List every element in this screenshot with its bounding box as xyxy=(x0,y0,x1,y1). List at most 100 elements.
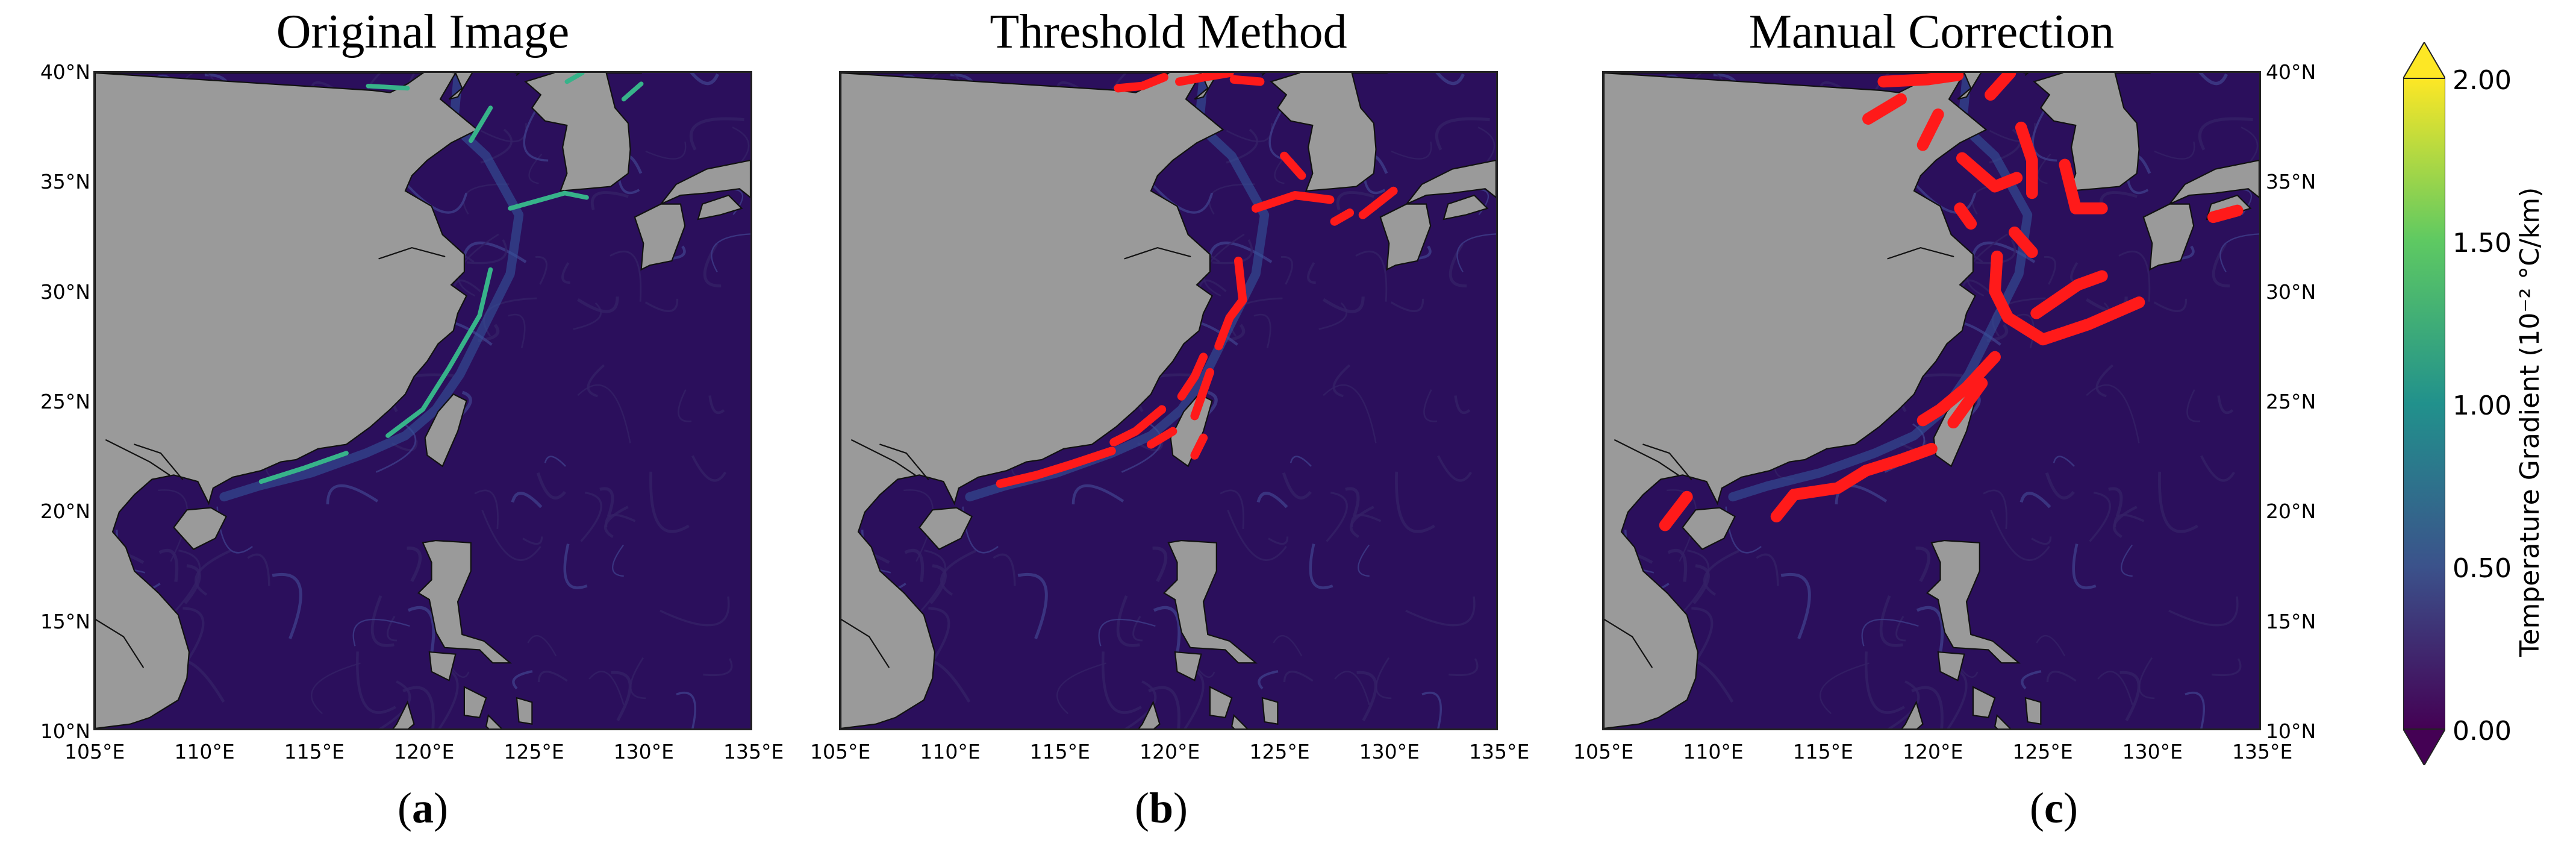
gradient-texture xyxy=(1356,671,1377,721)
gradient-texture xyxy=(561,262,570,284)
gradient-texture xyxy=(2198,117,2253,151)
gradient-texture xyxy=(1223,324,1246,342)
gradient-texture xyxy=(481,510,541,562)
land-polygon xyxy=(1138,700,1161,728)
coastal-gradient-band xyxy=(219,75,524,502)
ocean-front xyxy=(1251,191,1335,213)
gradient-texture xyxy=(689,117,744,151)
gradient-texture xyxy=(660,596,730,627)
gradient-texture xyxy=(474,489,499,529)
ocean-front xyxy=(996,446,1116,488)
gradient-texture xyxy=(1147,180,1214,214)
gradient-texture xyxy=(711,233,750,272)
gradient-texture xyxy=(1879,595,1903,647)
gradient-texture xyxy=(1309,543,1333,589)
lat-tick-right: 20°N xyxy=(2266,500,2316,524)
ocean-front xyxy=(1659,490,1693,531)
river-line xyxy=(134,443,184,480)
land-polygon xyxy=(1926,540,2021,664)
gradient-texture xyxy=(511,492,543,509)
gradient-texture xyxy=(2019,492,2051,509)
lon-tick: 120°E xyxy=(1903,740,1963,763)
ocean-front xyxy=(258,451,349,484)
colorbar-extend-max xyxy=(2403,42,2445,79)
land-polygon xyxy=(485,714,502,728)
gradient-texture xyxy=(1332,364,1351,398)
gradient-texture xyxy=(407,547,422,583)
gradient-texture xyxy=(1667,489,1697,562)
border-line xyxy=(95,618,144,668)
gradient-texture xyxy=(247,553,270,586)
gradient-texture xyxy=(1421,691,1442,728)
gradient-texture xyxy=(1780,572,1811,639)
land-polygon xyxy=(1261,697,1279,725)
gradient-texture xyxy=(1691,607,1714,665)
gradient-texture xyxy=(311,662,361,715)
gradient-texture xyxy=(378,680,411,728)
gradient-texture xyxy=(1861,618,1919,647)
gradient-texture xyxy=(1326,491,1348,542)
gradient-texture xyxy=(591,191,629,210)
colorbar-tick: 1.00 xyxy=(2453,390,2512,421)
lat-tick-right: 10°N xyxy=(2266,719,2316,743)
gradient-texture xyxy=(184,564,201,604)
ocean-front xyxy=(1190,433,1208,460)
gradient-texture xyxy=(1911,686,1944,728)
map-panel-a xyxy=(93,71,752,730)
ocean-front xyxy=(1985,73,2016,101)
gradient-texture xyxy=(356,651,396,714)
gradient-texture xyxy=(1865,651,1905,714)
river-line xyxy=(1124,247,1191,260)
gradient-texture xyxy=(2021,670,2042,690)
ocean-front xyxy=(1954,202,1977,230)
gradient-texture xyxy=(1273,634,1303,657)
gradient-texture xyxy=(2053,456,2075,467)
gradient-texture xyxy=(466,239,508,265)
gradient-texture xyxy=(407,606,435,655)
map-panel-c xyxy=(1602,71,2261,730)
gradient-texture xyxy=(691,455,727,482)
map-panel-b xyxy=(839,71,1498,730)
lon-tick: 105°E xyxy=(64,740,125,763)
land-polygon xyxy=(1994,714,2011,728)
gradient-texture xyxy=(402,686,435,728)
gradient-texture xyxy=(1395,471,1435,533)
gradient-texture xyxy=(1098,618,1156,647)
ocean-front xyxy=(1877,73,1964,88)
gradient-texture xyxy=(1290,456,1312,467)
ocean-front xyxy=(1175,73,1234,86)
gradient-texture xyxy=(1454,395,1471,415)
land-polygon xyxy=(841,73,1224,728)
gradient-texture xyxy=(1449,658,1479,677)
gradient-texture xyxy=(1132,616,1143,642)
gradient-texture xyxy=(1318,302,1348,330)
land-polygon xyxy=(173,507,228,550)
gradient-texture xyxy=(2168,596,2239,627)
lon-tick: 105°E xyxy=(810,740,871,763)
lat-tick-left: 30°N xyxy=(40,280,90,304)
land-polygon xyxy=(95,73,642,192)
gradient-texture xyxy=(2154,141,2195,160)
ocean-front xyxy=(1330,208,1355,226)
gradient-texture xyxy=(2153,298,2188,312)
ocean-front xyxy=(1947,377,1988,429)
river-line xyxy=(879,443,929,480)
gradient-texture xyxy=(1983,489,2007,529)
ocean-front xyxy=(2207,204,2244,224)
lat-tick-right: 30°N xyxy=(2266,280,2316,304)
land-polygon xyxy=(660,159,750,205)
gradient-texture xyxy=(1435,117,1490,151)
ocean-front xyxy=(1280,151,1306,180)
gradient-texture xyxy=(1102,651,1142,714)
gradient-texture xyxy=(272,572,302,639)
ocean-front xyxy=(2030,270,2108,319)
gradient-texture xyxy=(1323,296,1365,313)
land-polygon xyxy=(1442,194,1489,221)
lat-tick-left: 20°N xyxy=(40,500,90,524)
colorbar xyxy=(2403,42,2445,765)
gradient-texture xyxy=(1268,536,1289,545)
river-line xyxy=(378,247,446,260)
land-polygon xyxy=(424,393,467,468)
lon-tick: 115°E xyxy=(284,740,345,763)
gradient-texture xyxy=(2045,472,2075,500)
